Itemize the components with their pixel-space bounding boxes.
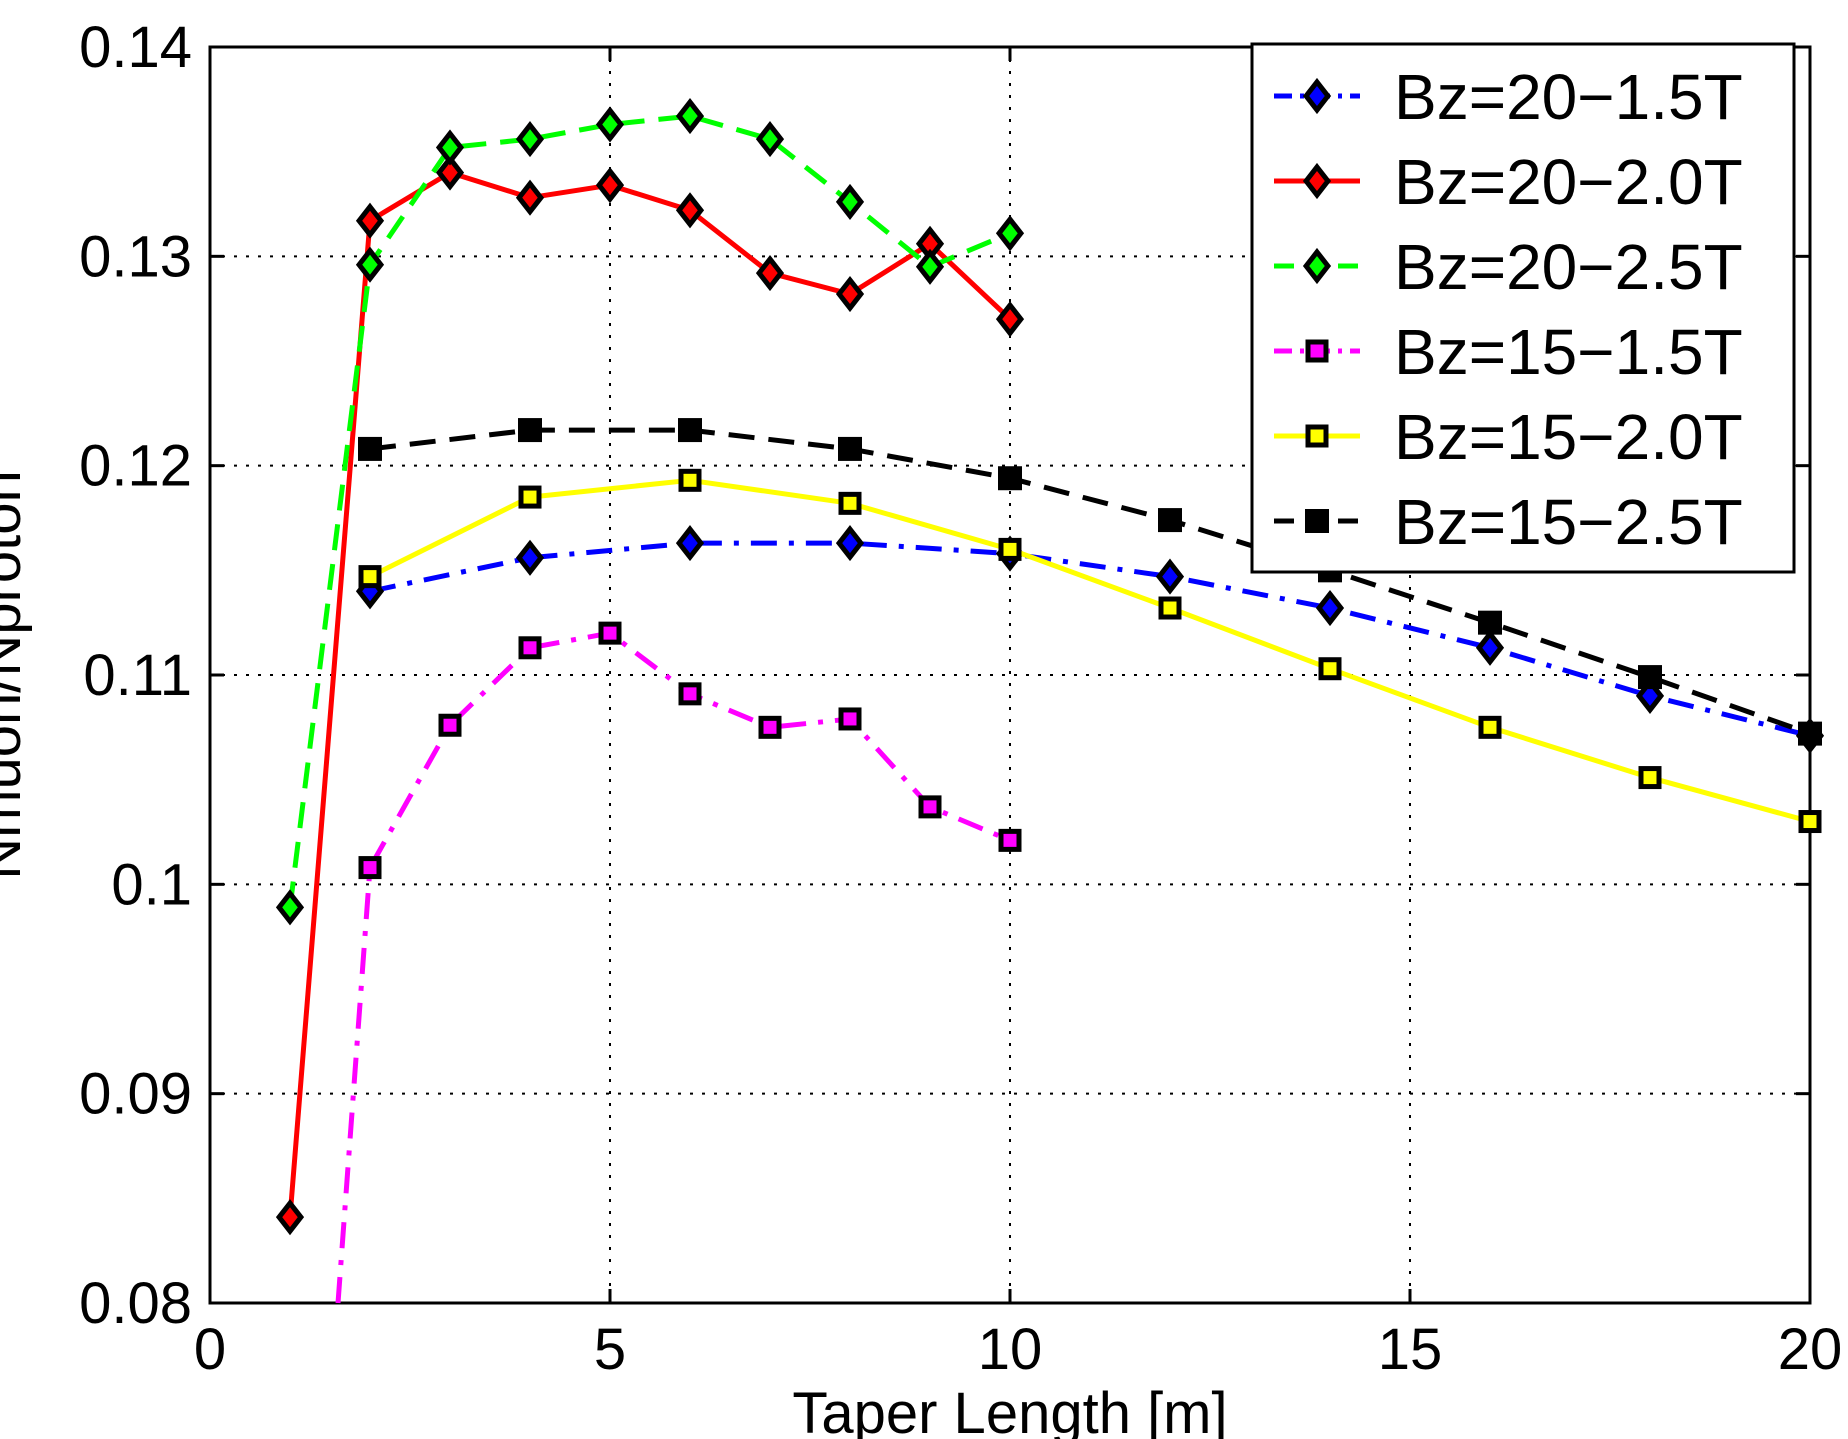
series-line — [369, 427, 1811, 736]
data-point — [358, 856, 382, 880]
legend-label: Bz=15−2.0T — [1394, 401, 1743, 473]
legend-label: Bz=20−2.0T — [1394, 146, 1743, 218]
legend-marker — [1302, 162, 1332, 200]
y-axis-label: Nmuon/Nproton — [0, 470, 33, 879]
series-line — [369, 540, 1811, 739]
data-point — [515, 179, 545, 216]
data-point — [755, 121, 785, 158]
data-point — [355, 246, 385, 283]
data-point — [1638, 665, 1662, 690]
data-point — [678, 418, 702, 443]
legend-marker — [1302, 247, 1332, 285]
legend-label: Bz=15−1.5T — [1394, 316, 1743, 388]
y-tick-label: 0.13 — [79, 224, 192, 289]
legend: Bz=20−1.5T Bz=20−2.0T Bz=20−2.5T Bz=15−1.5T… — [1250, 42, 1796, 574]
data-point — [675, 525, 705, 562]
data-point — [1798, 721, 1822, 746]
data-point — [595, 167, 625, 204]
data-point — [518, 418, 542, 443]
data-point — [998, 537, 1022, 561]
series-line — [335, 630, 1011, 1304]
series-5 — [358, 418, 1822, 746]
data-point — [1475, 629, 1505, 666]
data-point — [1478, 610, 1502, 635]
data-point — [675, 192, 705, 229]
data-point — [838, 707, 862, 731]
data-point — [595, 106, 625, 143]
y-tick-label: 0.14 — [79, 15, 192, 80]
data-point — [1158, 508, 1182, 533]
data-point — [358, 436, 382, 461]
data-point — [1158, 596, 1182, 620]
data-point — [675, 98, 705, 135]
data-point — [1315, 589, 1345, 627]
data-point — [435, 129, 465, 166]
legend-marker — [1302, 77, 1332, 115]
data-series — [275, 98, 1825, 1304]
data-point — [835, 275, 865, 313]
series-2 — [275, 98, 1025, 926]
series-4 — [358, 468, 1822, 834]
series-3 — [335, 621, 1022, 1304]
legend-label: Bz=20−1.5T — [1394, 61, 1743, 133]
data-point — [1798, 810, 1822, 834]
data-point — [838, 436, 862, 461]
legend-box — [1250, 42, 1796, 574]
data-point — [835, 183, 865, 220]
data-point — [998, 466, 1022, 491]
legend-marker — [1305, 424, 1329, 448]
legend-label: Bz=15−2.5T — [1394, 486, 1743, 558]
axis-ticks: 0 5 10 15 20 0.08 0.09 0.1 0.11 0.12 0.13 0.14 — [79, 15, 1842, 1382]
data-point — [358, 565, 382, 589]
data-point — [275, 1199, 305, 1236]
data-point — [1478, 715, 1502, 739]
data-point — [755, 255, 785, 292]
x-axis-label: Taper Length [m] — [792, 1381, 1227, 1439]
y-tick-label: 0.1 — [111, 852, 192, 917]
legend-label: Bz=20−2.5T — [1394, 231, 1743, 303]
x-tick-label: 0 — [194, 1317, 226, 1382]
data-point — [915, 248, 945, 285]
data-point — [678, 468, 702, 492]
data-point — [838, 491, 862, 515]
data-point — [355, 202, 385, 239]
series-1 — [275, 154, 1025, 1236]
data-point — [918, 795, 942, 819]
data-point — [435, 154, 465, 191]
data-point — [1635, 677, 1665, 714]
series-line — [287, 170, 1012, 1218]
data-point — [518, 636, 542, 660]
data-point — [678, 682, 702, 706]
x-tick-label: 5 — [594, 1317, 626, 1382]
y-tick-label: 0.09 — [79, 1062, 192, 1127]
legend-marker — [1305, 339, 1329, 363]
x-tick-label: 20 — [1778, 1317, 1843, 1382]
data-point — [998, 828, 1022, 852]
legend-marker — [1305, 509, 1329, 533]
data-point — [1318, 657, 1342, 681]
data-point — [758, 715, 782, 739]
data-point — [515, 539, 545, 576]
data-point — [438, 713, 462, 737]
x-tick-label: 15 — [1378, 1317, 1443, 1382]
y-tick-label: 0.12 — [79, 434, 192, 499]
y-tick-label: 0.11 — [83, 643, 192, 708]
x-tick-label: 10 — [978, 1317, 1043, 1382]
y-tick-label: 0.08 — [79, 1271, 192, 1336]
data-point — [275, 889, 305, 926]
data-point — [995, 215, 1025, 252]
data-point — [518, 485, 542, 509]
series-line — [368, 477, 1811, 824]
data-point — [598, 621, 622, 645]
data-point — [1638, 766, 1662, 790]
data-point — [835, 525, 865, 562]
data-point — [995, 301, 1025, 338]
data-point — [1155, 558, 1185, 595]
data-point — [515, 121, 545, 158]
